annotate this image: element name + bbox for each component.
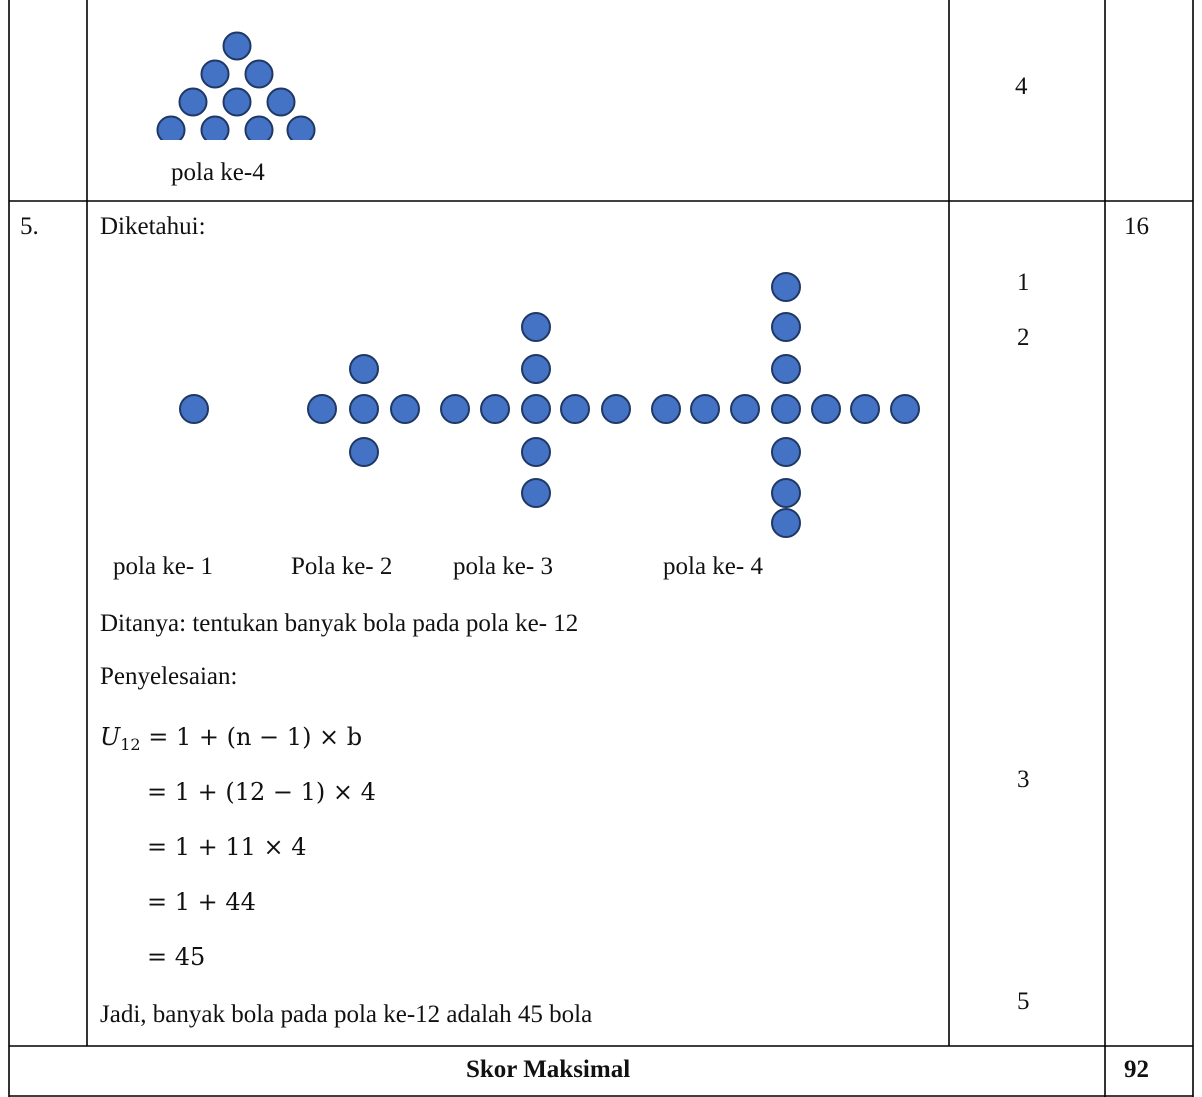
- step-score-2: 2: [1017, 324, 1030, 351]
- step-score-4: 5: [1017, 988, 1030, 1015]
- triangle-ball-5: [222, 87, 252, 117]
- cross-ball-p3-9: [521, 394, 551, 424]
- triangle-pattern-4: [156, 31, 316, 140]
- triangle-ball-4: [178, 87, 208, 117]
- cross-ball-p3-14: [521, 437, 551, 467]
- cross-ball-p4-17: [690, 394, 720, 424]
- step-score-1: 1: [1017, 269, 1030, 296]
- triangle-ball-10: [286, 115, 316, 140]
- cross-ball-p3-13: [521, 354, 551, 384]
- cross-ball-p2-5: [349, 354, 379, 384]
- cross-ball-p3-8: [480, 394, 510, 424]
- cross-ball-p3-12: [521, 312, 551, 342]
- question-number: 5.: [20, 213, 39, 240]
- cross-ball-p1-1: [179, 394, 209, 424]
- cross-ball-p4-18: [730, 394, 760, 424]
- pattern-caption-4: pola ke- 4: [663, 553, 763, 580]
- pattern-caption-1: pola ke- 1: [113, 553, 213, 580]
- formula-line-4: = 1 + 44: [147, 888, 256, 916]
- cross-patterns-figure: [179, 272, 920, 538]
- cross-ball-p3-11: [601, 394, 631, 424]
- formula-line-1: U12 = 1 + (n − 1) × b: [100, 722, 362, 760]
- cross-ball-p3-15: [521, 478, 551, 508]
- solution-label: Penyelesaian:: [100, 663, 238, 690]
- cross-ball-p4-25: [771, 354, 801, 384]
- formula-line-5: = 45: [147, 943, 206, 971]
- formula-line-3: = 1 + 11 × 4: [147, 833, 307, 861]
- cross-ball-p3-7: [440, 394, 470, 424]
- triangle-ball-6: [266, 87, 296, 117]
- cross-ball-p4-19: [771, 394, 801, 424]
- asked-text: Ditanya: tentukan banyak bola pada pola …: [100, 610, 579, 637]
- cross-ball-p4-22: [890, 394, 920, 424]
- cross-ball-p2-4: [390, 394, 420, 424]
- max-score-label: Skor Maksimal: [466, 1056, 631, 1083]
- formula-line-2: = 1 + (12 − 1) × 4: [147, 778, 376, 806]
- formula-line-1-rhs: = 1 + (n − 1) × b: [148, 723, 363, 751]
- conclusion-text: Jadi, banyak bola pada pola ke-12 adalah…: [100, 1001, 593, 1028]
- cross-ball-p2-3: [349, 394, 379, 424]
- cross-ball-p4-27: [771, 478, 801, 508]
- cross-ball-p4-23: [771, 272, 801, 302]
- max-score-total: 92: [1124, 1056, 1149, 1083]
- triangle-ball-9: [244, 115, 274, 140]
- cross-ball-p4-28: [771, 508, 801, 538]
- cross-ball-p4-16: [651, 394, 681, 424]
- cross-ball-p4-24: [771, 312, 801, 342]
- pattern-caption-2: Pola ke- 2: [291, 553, 393, 580]
- cross-ball-p4-20: [811, 394, 841, 424]
- formula-symbol: U: [100, 723, 121, 751]
- top-row-score: 4: [1015, 73, 1028, 100]
- pattern-caption-3: pola ke- 3: [453, 553, 553, 580]
- cross-ball-p2-2: [307, 394, 337, 424]
- triangle-ball-3: [244, 59, 274, 89]
- known-label: Diketahui:: [100, 213, 206, 240]
- question-max-score: 16: [1124, 213, 1149, 240]
- cross-ball-p2-6: [349, 437, 379, 467]
- formula-subscript: 12: [120, 735, 141, 754]
- triangle-ball-7: [156, 115, 186, 140]
- triangle-ball-1: [222, 31, 252, 61]
- triangle-ball-2: [200, 59, 230, 89]
- cross-ball-p4-21: [850, 394, 880, 424]
- cross-ball-p4-26: [771, 437, 801, 467]
- step-score-3: 3: [1017, 766, 1030, 793]
- top-pattern-caption: pola ke-4: [171, 159, 265, 186]
- triangle-ball-8: [200, 115, 230, 140]
- cross-ball-p3-10: [560, 394, 590, 424]
